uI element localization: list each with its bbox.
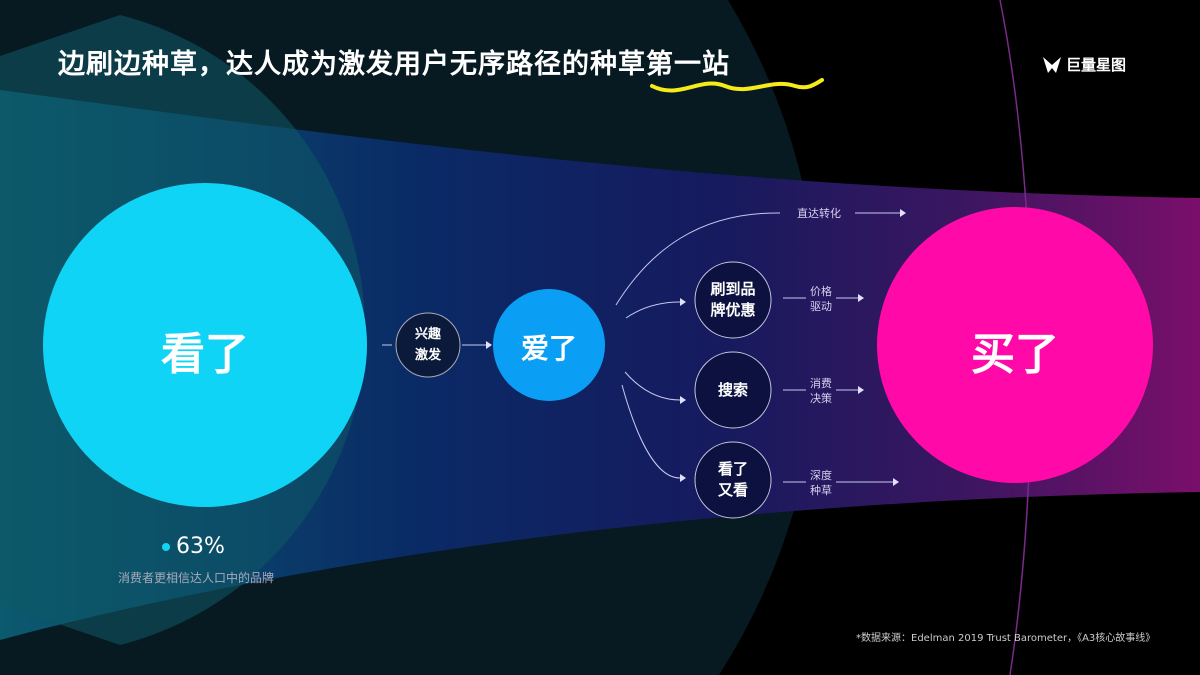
rewatch-label: 看了 又看	[695, 459, 771, 501]
loved-circle	[493, 289, 605, 401]
arrowheads	[486, 209, 906, 486]
deep-line-1: 深度	[810, 469, 832, 482]
stat: 63%	[162, 534, 225, 559]
rewatch-circle	[694, 441, 772, 519]
loved-label: 爱了	[520, 332, 577, 365]
price-label: 价格 驱动	[801, 284, 841, 314]
decision-line-2: 决策	[810, 392, 832, 405]
search-label: 搜索	[717, 381, 748, 399]
interest-label: 兴趣 激发	[400, 324, 456, 366]
price-line-1: 价格	[810, 285, 832, 298]
footnote: *数据来源：Edelman 2019 Trust Barometer，《A3核心…	[856, 633, 1156, 644]
brand-logo: 巨量星图	[1042, 54, 1126, 75]
bought-circle	[877, 207, 1153, 483]
search-circle	[694, 351, 772, 429]
watched-label: 看了	[161, 329, 249, 380]
watched-circle	[43, 183, 367, 507]
arrows	[382, 212, 900, 483]
deep-line-2: 种草	[810, 484, 832, 497]
rewatch-line-1: 看了	[717, 460, 748, 478]
decision-line-1: 消费	[810, 377, 832, 390]
bullet-dot-icon	[162, 542, 170, 551]
stat-label: 消费者更相信达人口中的品牌	[118, 571, 275, 585]
bought-label: 买了	[971, 329, 1059, 380]
logo-text: 巨量星图	[1066, 56, 1127, 74]
star-chart-logo-icon	[1043, 56, 1061, 73]
direct-conversion-label: 直达转化	[797, 207, 841, 220]
rewatch-line-2: 又看	[717, 481, 748, 499]
price-line-2: 驱动	[810, 300, 832, 313]
title-underline-squiggle	[650, 78, 824, 93]
decision-label: 消费 决策	[801, 376, 841, 406]
interest-line-1: 兴趣	[414, 327, 441, 342]
stat-value: 63%	[176, 534, 225, 559]
brand-deal-line-1: 刷到品	[710, 280, 756, 298]
interest-line-2: 激发	[414, 348, 441, 363]
deep-label: 深度 种草	[801, 468, 841, 498]
brand-deal-circle	[694, 261, 772, 339]
page-title: 边刷边种草，达人成为激发用户无序路径的种草第一站	[58, 49, 730, 80]
interest-circle	[395, 312, 461, 378]
brand-deal-line-2: 牌优惠	[710, 301, 756, 319]
brand-deal-label: 刷到品 牌优惠	[695, 279, 771, 321]
